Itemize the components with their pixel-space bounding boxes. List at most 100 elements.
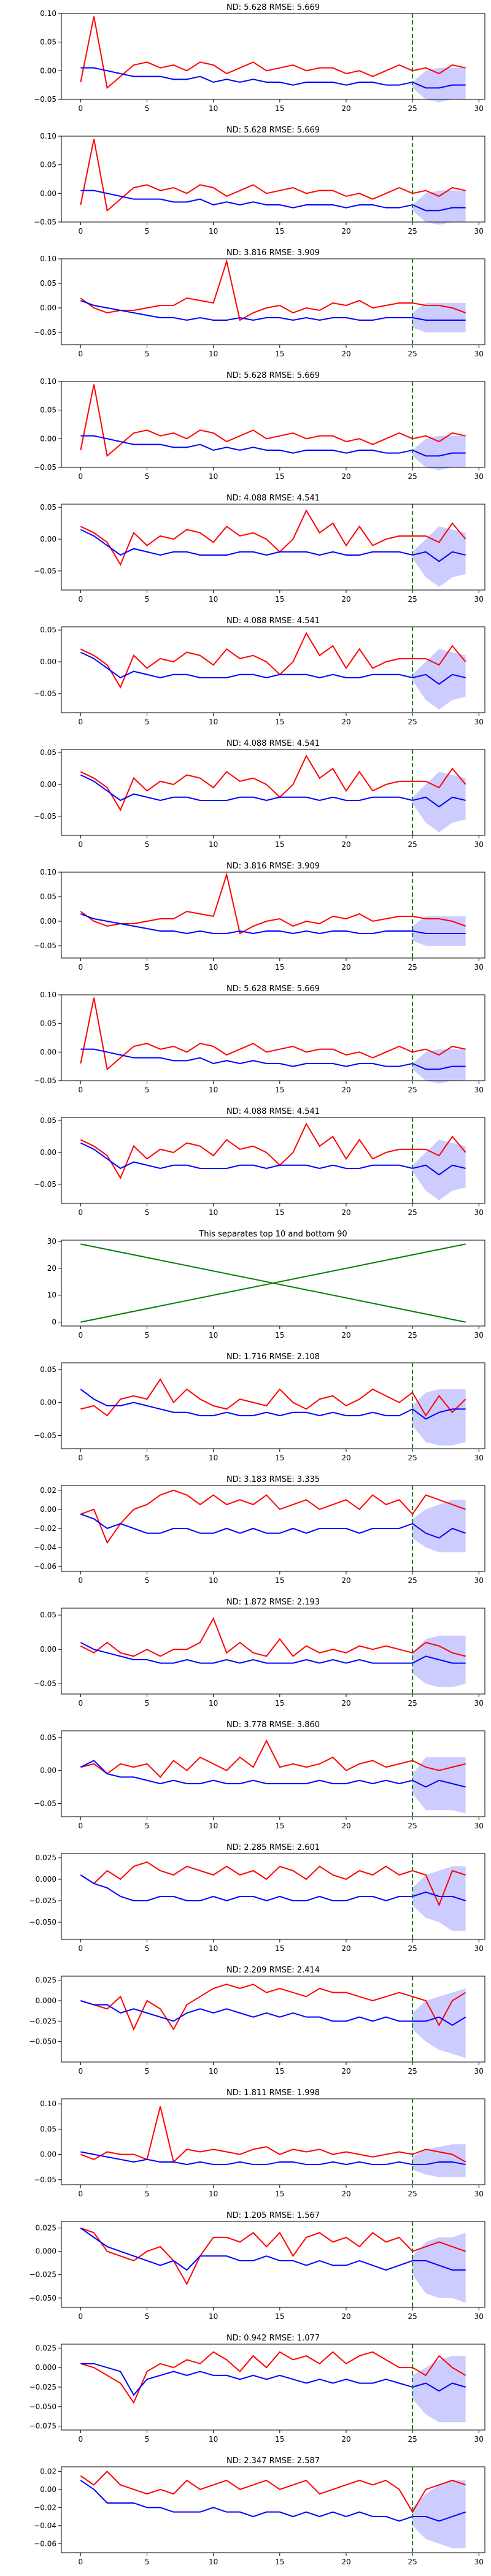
series-line-red-0: [80, 1378, 466, 1417]
x-tick-label: 20: [341, 595, 350, 604]
chart-panel-15: ND: 2.285 RMSE: 2.601 0 5 10 15 20 25 30 −0.050 −…: [29, 1843, 485, 1953]
x-tick-label: 15: [275, 1699, 284, 1708]
axes-frame: [61, 13, 485, 100]
x-tick-label: 0: [79, 2558, 83, 2566]
chart-title: ND: 3.816 RMSE: 3.909: [226, 248, 320, 258]
y-tick-label: 0.10: [40, 2099, 56, 2108]
y-tick-label: 0.00: [40, 780, 56, 789]
prediction-band: [412, 1049, 466, 1084]
prediction-band: [412, 1635, 466, 1687]
x-tick-label: 10: [209, 1086, 218, 1094]
series-line-blue-1: [80, 774, 466, 808]
y-tick-label: 0.00: [40, 189, 56, 197]
x-tick-label: 30: [474, 472, 484, 481]
series-line-red-0: [80, 997, 466, 1071]
y-tick-label: 10: [47, 1291, 56, 1300]
x-tick-label: 25: [408, 104, 417, 113]
y-tick-label: 0.000: [36, 2363, 56, 2372]
series-line-red-0: [80, 872, 466, 935]
x-tick-label: 30: [474, 1699, 484, 1708]
y-tick-label: −0.025: [29, 2383, 56, 2391]
y-tick-label: −0.025: [29, 1896, 56, 1905]
x-tick-label: 15: [275, 1822, 284, 1830]
axes-frame: [61, 1976, 485, 2063]
y-tick-label: 0.10: [40, 991, 56, 999]
x-tick-label: 0: [79, 2435, 83, 2444]
x-tick-label: 30: [474, 1454, 484, 1462]
y-tick-label: 0.00: [40, 1398, 56, 1407]
x-tick-label: 10: [209, 227, 218, 236]
y-tick-label: −0.02: [34, 2503, 56, 2512]
x-tick-label: 0: [79, 1331, 83, 1340]
x-tick-label: 30: [474, 1576, 484, 1585]
axes-frame: [61, 2466, 485, 2553]
axes-frame: [61, 626, 485, 713]
x-tick-label: 10: [209, 104, 218, 113]
chart-title: ND: 0.942 RMSE: 1.077: [226, 2334, 320, 2343]
x-tick-label: 15: [275, 472, 284, 481]
prediction-band: [412, 916, 466, 946]
y-tick-label: 20: [47, 1264, 56, 1273]
axes-frame: [61, 1853, 485, 1940]
x-tick-label: 15: [275, 350, 284, 358]
series-line-red-0: [80, 1984, 466, 2031]
x-tick-label: 20: [341, 1208, 350, 1217]
prediction-band: [412, 2356, 466, 2423]
prediction-band: [412, 649, 466, 710]
x-tick-label: 10: [209, 350, 218, 358]
axes-frame: [61, 381, 485, 468]
x-tick-label: 25: [408, 1208, 417, 1217]
chart-title: ND: 1.716 RMSE: 2.108: [226, 1352, 320, 1362]
series-line-blue-1: [80, 2363, 466, 2396]
x-tick-label: 0: [79, 1944, 83, 1953]
chart-title: ND: 3.816 RMSE: 3.909: [226, 862, 320, 871]
y-tick-label: 0.05: [40, 2125, 56, 2133]
x-tick-label: 10: [209, 1822, 218, 1830]
x-tick-label: 20: [341, 1331, 350, 1340]
x-tick-label: 20: [341, 1576, 350, 1585]
x-tick-label: 30: [474, 718, 484, 726]
x-tick-label: 15: [275, 227, 284, 236]
y-tick-label: −0.05: [34, 2175, 56, 2184]
prediction-band: [412, 1866, 466, 1931]
x-tick-label: 20: [341, 2312, 350, 2321]
y-tick-label: −0.05: [34, 1679, 56, 1688]
axes-frame: [61, 1240, 485, 1327]
x-tick-label: 15: [275, 840, 284, 849]
series-line-red-0: [80, 754, 466, 811]
y-tick-label: 0.00: [40, 434, 56, 443]
y-tick-label: −0.02: [34, 1524, 56, 1533]
chart-title: ND: 2.209 RMSE: 2.414: [226, 1966, 320, 1975]
y-tick-label: 0.05: [40, 1019, 56, 1028]
y-tick-label: −0.050: [29, 1918, 56, 1926]
y-tick-label: −0.025: [29, 2271, 56, 2279]
x-tick-label: 25: [408, 2435, 417, 2444]
series-line-red-0: [80, 1861, 466, 1907]
series-line-red-0: [80, 139, 466, 212]
x-tick-label: 20: [341, 1454, 350, 1462]
y-tick-label: 0.025: [36, 1853, 56, 1862]
y-tick-label: −0.05: [34, 218, 56, 226]
x-tick-label: 15: [275, 2435, 284, 2444]
chart-panel-18: ND: 1.205 RMSE: 1.567 0 5 10 15 20 25 30 −0.050 −…: [29, 2211, 485, 2321]
x-tick-label: 20: [341, 2190, 350, 2198]
y-tick-label: −0.05: [34, 463, 56, 472]
y-tick-label: 0.00: [40, 1505, 56, 1514]
axes-frame: [61, 504, 485, 591]
x-tick-label: 25: [408, 963, 417, 972]
x-tick-label: 15: [275, 595, 284, 604]
x-tick-label: 30: [474, 963, 484, 972]
chart-panel-13: ND: 1.872 RMSE: 2.193 0 5 10 15 20 25 30 −0.05 0.…: [34, 1598, 485, 1708]
x-tick-label: 0: [79, 963, 83, 972]
y-tick-label: 0.05: [40, 626, 56, 634]
x-tick-label: 20: [341, 2558, 350, 2566]
x-tick-label: 25: [408, 1699, 417, 1708]
chart-panel-2: ND: 3.816 RMSE: 3.909 0 5 10 15 20 25 30 −0.05 0.…: [34, 248, 485, 358]
x-tick-label: 20: [341, 1822, 350, 1830]
x-tick-label: 5: [145, 963, 150, 972]
x-tick-label: 25: [408, 2312, 417, 2321]
y-tick-label: 0.00: [40, 917, 56, 926]
y-tick-label: 0.10: [40, 132, 56, 140]
chart-title: ND: 4.088 RMSE: 4.541: [226, 494, 320, 503]
x-tick-label: 25: [408, 1454, 417, 1462]
